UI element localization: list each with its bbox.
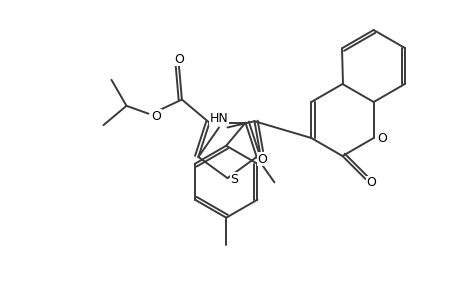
Text: O: O xyxy=(257,153,267,166)
Text: S: S xyxy=(230,172,238,186)
Text: O: O xyxy=(174,53,184,66)
Text: O: O xyxy=(376,131,386,145)
Text: O: O xyxy=(151,110,161,123)
Text: HN: HN xyxy=(209,112,228,125)
Text: O: O xyxy=(366,176,375,190)
